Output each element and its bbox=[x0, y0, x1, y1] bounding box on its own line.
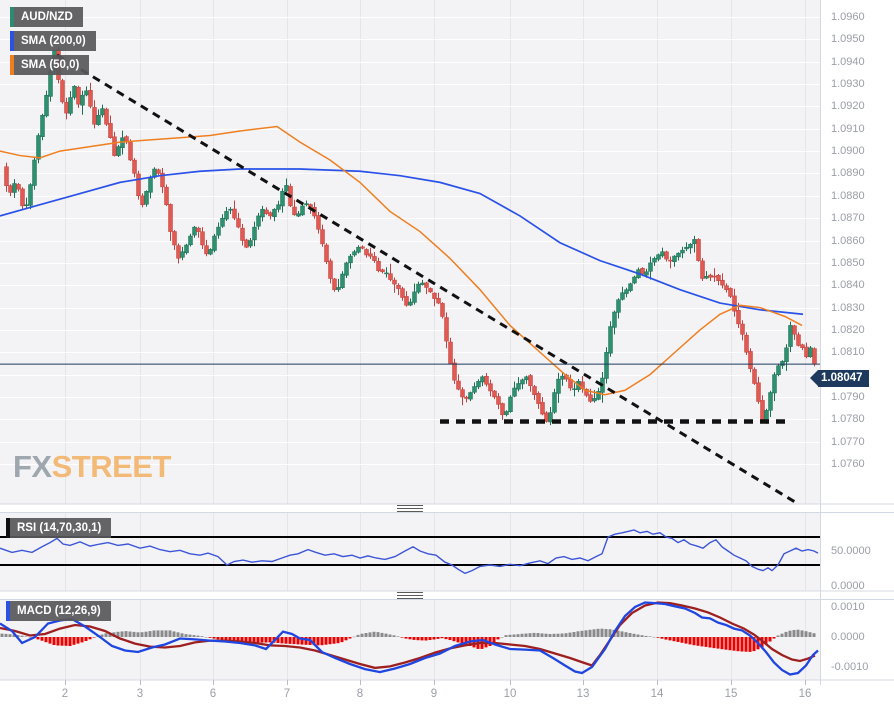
rsi-label: RSI (14,70,30,1) bbox=[17, 521, 102, 534]
sma50-label: SMA (50,0) bbox=[21, 58, 80, 71]
rsi-tick-label: 50.0000 bbox=[831, 545, 871, 557]
price-tick-label: 1.0820 bbox=[831, 324, 865, 336]
price-tick-label: 1.0860 bbox=[831, 235, 865, 247]
candlesticks bbox=[4, 47, 817, 426]
price-tick-label: 1.0920 bbox=[831, 100, 865, 112]
macd-panel-resize-handle[interactable] bbox=[397, 592, 423, 599]
macd-main-line bbox=[0, 601, 819, 676]
date-tick-label: 13 bbox=[576, 688, 590, 700]
price-tick-label: 1.0900 bbox=[831, 145, 865, 157]
date-tick-label: 8 bbox=[356, 688, 364, 700]
date-tick-label: 10 bbox=[503, 688, 517, 700]
price-tick-label: 1.0930 bbox=[831, 78, 865, 90]
price-tick-label: 1.0770 bbox=[831, 436, 865, 448]
rsi-tick-label: 0.0000 bbox=[831, 580, 865, 592]
rsi-line bbox=[0, 529, 819, 575]
price-tick-label: 1.0830 bbox=[831, 302, 865, 314]
date-tick-label: 16 bbox=[798, 688, 812, 700]
price-tick-label: 1.0790 bbox=[831, 391, 865, 403]
price-tick-label: 1.0780 bbox=[831, 413, 865, 425]
symbol-chip[interactable]: AUD/NZD bbox=[10, 7, 83, 27]
date-tick-label: 15 bbox=[724, 688, 738, 700]
symbol-color-bar bbox=[10, 7, 14, 27]
main-price-panel[interactable] bbox=[0, 0, 820, 504]
macd-tick-label: -0.0010 bbox=[831, 661, 869, 673]
rsi-chip[interactable]: RSI (14,70,30,1) bbox=[6, 518, 112, 538]
price-tick-label: 1.0890 bbox=[831, 167, 865, 179]
date-tick-label: 6 bbox=[209, 688, 217, 700]
macd-label: MACD (12,26,9) bbox=[17, 604, 101, 617]
current-price-badge: 1.08047 bbox=[810, 370, 869, 387]
price-tick-label: 1.0810 bbox=[831, 346, 865, 358]
macd-tick-label: 0.0000 bbox=[831, 631, 865, 643]
date-tick-label: 9 bbox=[430, 688, 438, 700]
price-tick-label: 1.0950 bbox=[831, 33, 865, 45]
price-tick-label: 1.0840 bbox=[831, 279, 865, 291]
price-tick-label: 1.0880 bbox=[831, 190, 865, 202]
rsi-panel-resize-handle[interactable] bbox=[397, 505, 423, 512]
price-tick-label: 1.0910 bbox=[831, 123, 865, 135]
watermark-street: STREET bbox=[51, 449, 172, 484]
symbol-label: AUD/NZD bbox=[21, 10, 73, 23]
sma50-chip[interactable]: SMA (50,0) bbox=[10, 55, 90, 75]
macd-chip[interactable]: MACD (12,26,9) bbox=[6, 601, 111, 621]
sma200-chip[interactable]: SMA (200,0) bbox=[10, 31, 96, 51]
price-tick-label: 1.0940 bbox=[831, 56, 865, 68]
macd-color-bar bbox=[6, 601, 10, 621]
rsi-panel[interactable] bbox=[0, 513, 820, 591]
sma200-line bbox=[0, 168, 804, 316]
date-tick-label: 14 bbox=[650, 688, 664, 700]
sma50-line bbox=[0, 125, 803, 396]
falling-trendline[interactable] bbox=[56, 53, 796, 504]
price-tick-label: 1.0850 bbox=[831, 257, 865, 269]
price-tick-label: 1.0760 bbox=[831, 458, 865, 470]
price-tick-label: 1.0870 bbox=[831, 212, 865, 224]
date-tick-label: 3 bbox=[136, 688, 144, 700]
rsi-color-bar bbox=[6, 518, 10, 538]
price-tick-label: 1.0960 bbox=[831, 11, 865, 23]
watermark-fx: FX bbox=[13, 449, 52, 484]
sma50-color-bar bbox=[10, 55, 14, 75]
date-tick-label: 7 bbox=[283, 688, 291, 700]
date-tick-label: 2 bbox=[61, 688, 69, 700]
sma200-label: SMA (200,0) bbox=[21, 34, 86, 47]
macd-panel[interactable] bbox=[0, 600, 820, 680]
fxstreet-watermark: FXSTREET bbox=[13, 449, 171, 485]
macd-tick-label: 0.0010 bbox=[831, 601, 865, 613]
sma200-color-bar bbox=[10, 31, 14, 51]
